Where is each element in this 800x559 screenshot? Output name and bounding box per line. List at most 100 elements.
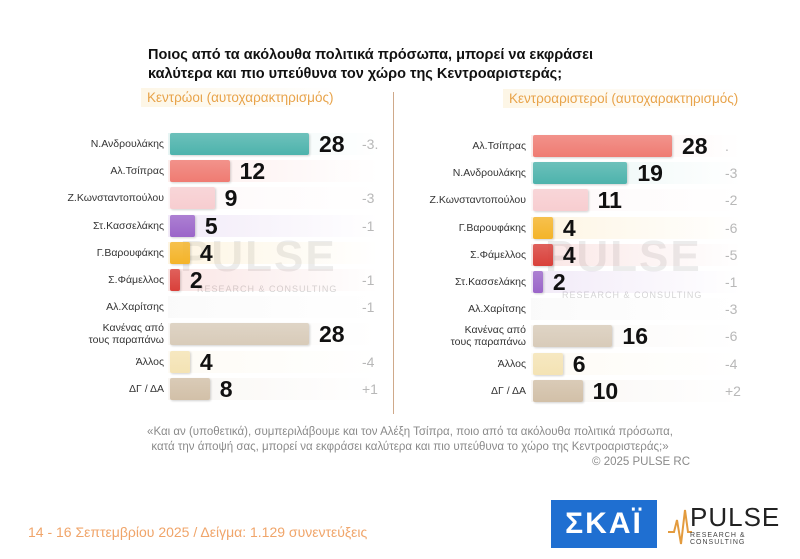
row-background	[531, 217, 741, 239]
value-label: 12	[239, 158, 266, 184]
pulse-logo-sub: RESEARCH & CONSULTING	[690, 532, 746, 546]
value-label: 4	[562, 242, 576, 268]
change-label: -3	[362, 190, 375, 206]
category-label: Στ.Κασσελάκης	[93, 220, 164, 232]
change-label: -3	[725, 301, 738, 317]
bar	[533, 135, 672, 157]
bar	[170, 269, 180, 291]
value-label: 4	[562, 215, 576, 241]
value-label: 5	[204, 213, 218, 239]
category-label: Αλ.Χαρίτσης	[468, 303, 526, 315]
change-label: -3	[725, 165, 738, 181]
left-subtitle: Κεντρώοι (αυτοχαρακτηρισμός)	[141, 88, 340, 107]
category-label: Αλ.Χαρίτσης	[106, 301, 164, 313]
bar	[533, 189, 588, 211]
category-label: Στ.Κασσελάκης	[455, 276, 526, 288]
category-label: Κανένας από τους παραπάνω	[450, 324, 526, 348]
category-label: Ν.Ανδρουλάκης	[452, 167, 526, 179]
pulse-logo-word: PULSE	[690, 502, 781, 532]
category-label: Σ.Φάμελλος	[470, 249, 526, 261]
pulse-wave-icon	[668, 509, 692, 545]
category-label: Σ.Φάμελλος	[108, 274, 164, 286]
category-label: Ν.Ανδρουλάκης	[90, 138, 164, 150]
watermark-left: PULSE	[180, 232, 337, 282]
right-subtitle-text: Κεντροαριστεροί (αυτοχαρακτηρισμός)	[503, 89, 745, 108]
value-label: 28	[319, 131, 345, 157]
value-label: 2	[189, 267, 203, 293]
category-label: Άλλος	[497, 358, 526, 370]
value-label: 2	[552, 269, 566, 295]
row-background	[531, 380, 741, 402]
row-background	[168, 351, 378, 373]
category-label: ΔΓ / ΔΑ	[491, 385, 526, 397]
footer-survey-info: 14 - 16 Σεπτεμβρίου 2025 / Δείγμα: 1.129…	[28, 524, 368, 540]
value-label: 9	[224, 185, 238, 211]
change-label: -1	[362, 272, 375, 288]
category-label: ΔΓ / ΔΑ	[129, 383, 164, 395]
pulse-logo: PULSE RESEARCH & CONSULTING	[668, 502, 788, 548]
change-label: -3.	[362, 136, 379, 152]
skai-logo: ΣΚΑΪ	[551, 500, 657, 548]
watermark-left-sub: RESEARCH & CONSULTING	[197, 284, 337, 294]
value-label: 8	[219, 376, 233, 402]
bar	[533, 325, 613, 347]
row-background	[168, 378, 378, 400]
row-background	[168, 269, 378, 291]
value-label: 10	[592, 378, 619, 404]
value-label: 6	[572, 351, 586, 377]
left-subtitle-text: Κεντρώοι (αυτοχαρακτηρισμός)	[141, 88, 340, 107]
change-label: -2	[725, 192, 738, 208]
watermark-right: PULSE	[545, 232, 702, 282]
bar	[170, 133, 309, 155]
bar	[170, 323, 309, 345]
value-label: 4	[199, 240, 213, 266]
right-subtitle: Κεντροαριστεροί (αυτοχαρακτηρισμός)	[503, 89, 745, 108]
change-label: -4	[725, 356, 738, 372]
change-label: -1	[725, 274, 738, 290]
row-background	[168, 215, 378, 237]
value-label: 16	[622, 323, 649, 349]
category-label: Γ.Βαρουφάκης	[96, 247, 164, 259]
question-quote: «Και αν (υποθετικά), συμπεριλάβουμε και …	[147, 426, 673, 453]
bar	[533, 217, 553, 239]
change-label: -1	[362, 299, 375, 315]
bar	[170, 351, 190, 373]
row-background	[531, 244, 741, 266]
value-label: 4	[199, 349, 213, 375]
change-label: -4	[362, 354, 375, 370]
bar	[533, 162, 628, 184]
change-label: .	[725, 138, 729, 154]
copyright-text: © 2025 PULSE RC	[592, 456, 690, 468]
value-label: 11	[597, 187, 622, 213]
bar	[533, 380, 583, 402]
row-background	[531, 271, 741, 293]
category-label: Γ.Βαρουφάκης	[458, 222, 526, 234]
change-label: +2	[725, 383, 741, 399]
change-label: -6	[725, 220, 738, 236]
page-title: Ποιος από τα ακόλουθα πολιτικά πρόσωπα, …	[148, 47, 594, 82]
change-label: -6	[725, 328, 738, 344]
row-background	[168, 296, 378, 318]
row-background	[168, 187, 378, 209]
bar	[533, 271, 543, 293]
bar	[170, 160, 230, 182]
value-label: 19	[637, 160, 663, 186]
watermark-right-sub: RESEARCH & CONSULTING	[562, 290, 703, 300]
bar	[170, 378, 210, 400]
bar	[170, 242, 190, 264]
change-label: -1	[362, 218, 375, 234]
value-label: 28	[319, 321, 345, 347]
category-label: Κανένας από τους παραπάνω	[88, 322, 164, 346]
row-background	[168, 242, 378, 264]
category-label: Ζ.Κωνσταντοπούλου	[429, 194, 527, 206]
bar	[533, 353, 563, 375]
row-background	[531, 298, 741, 320]
change-label: +1	[362, 381, 378, 397]
category-label: Ζ.Κωνσταντοπούλου	[67, 192, 165, 204]
bar	[533, 244, 553, 266]
panel-divider	[393, 92, 394, 414]
bar	[170, 187, 215, 209]
row-background	[531, 353, 741, 375]
category-label: Αλ.Τσίπρας	[110, 165, 164, 177]
category-label: Άλλος	[135, 356, 164, 368]
